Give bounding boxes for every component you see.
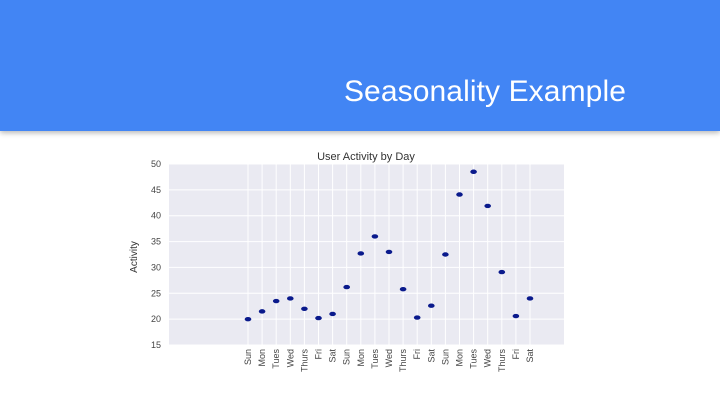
data-point bbox=[385, 249, 393, 255]
slide-header: Seasonality Example bbox=[0, 0, 720, 131]
data-point bbox=[343, 284, 350, 290]
chart-figure: User Activity by Day Activity 15 20 25 30 35… bbox=[106, 141, 614, 374]
x-tick-label: Thurs bbox=[299, 349, 309, 373]
data-point bbox=[301, 306, 308, 311]
data-point bbox=[258, 309, 266, 314]
activity-chart: User Activity by Day Activity 15 20 25 30 35… bbox=[129, 151, 564, 373]
data-point bbox=[484, 203, 492, 209]
x-tick-label: Sat bbox=[525, 349, 535, 363]
y-tick-label: 25 bbox=[151, 288, 161, 298]
x-tick-label: Fri bbox=[314, 349, 324, 360]
data-point bbox=[512, 313, 520, 319]
y-tick-label: 20 bbox=[151, 314, 161, 324]
data-point bbox=[470, 169, 477, 174]
x-tick-label: Fri bbox=[412, 349, 422, 360]
data-point bbox=[329, 311, 336, 317]
x-tick-label: Sun bbox=[243, 349, 253, 365]
y-axis-label: Activity bbox=[129, 241, 140, 273]
x-tick-label: Sun bbox=[440, 349, 450, 365]
x-tick-label: Sat bbox=[426, 349, 436, 363]
x-tick-label: Sun bbox=[342, 349, 352, 365]
data-point bbox=[498, 269, 506, 275]
y-tick-label: 50 bbox=[151, 159, 161, 169]
data-point bbox=[315, 315, 322, 321]
y-tick-label: 15 bbox=[151, 340, 161, 350]
y-tick-label: 40 bbox=[151, 211, 161, 221]
x-tick-label: Sat bbox=[328, 349, 338, 363]
y-tick-label: 45 bbox=[151, 185, 161, 195]
x-tick-label: Thurs bbox=[497, 349, 507, 373]
chart-title: User Activity by Day bbox=[317, 151, 415, 163]
x-tick-label: Tues bbox=[271, 349, 281, 369]
data-point bbox=[399, 286, 407, 292]
x-tick-label: Wed bbox=[483, 349, 493, 367]
data-point bbox=[526, 296, 534, 301]
data-point bbox=[272, 298, 280, 304]
x-tick-label: Tues bbox=[469, 349, 479, 369]
x-tick-label: Tues bbox=[370, 349, 380, 369]
data-point bbox=[244, 316, 252, 322]
x-tick-label: Wed bbox=[384, 349, 394, 367]
plot-area bbox=[169, 164, 564, 345]
x-tick-label: Mon bbox=[455, 349, 465, 367]
x-tick-label: Wed bbox=[285, 349, 295, 367]
y-tick-label: 30 bbox=[151, 262, 161, 272]
slide-title: Seasonality Example bbox=[343, 75, 626, 108]
data-point bbox=[287, 296, 294, 301]
y-tick-label: 35 bbox=[151, 237, 161, 247]
x-tick-label: Thurs bbox=[398, 349, 408, 373]
data-point bbox=[456, 192, 463, 197]
data-point bbox=[357, 251, 365, 256]
data-point bbox=[428, 303, 435, 308]
data-point bbox=[371, 234, 379, 239]
data-point bbox=[413, 315, 421, 320]
x-tick-label: Fri bbox=[511, 349, 521, 360]
x-tick-label: Mon bbox=[356, 349, 366, 367]
x-tick-label: Mon bbox=[257, 349, 267, 367]
data-point bbox=[442, 252, 449, 257]
